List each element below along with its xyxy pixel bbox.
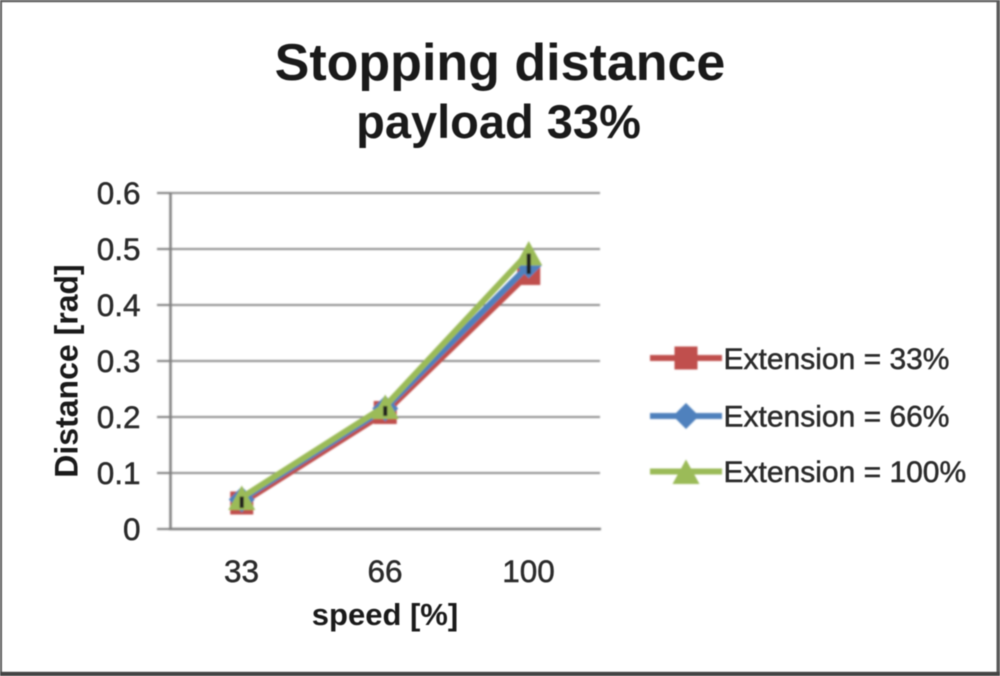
- svg-text:100: 100: [502, 553, 555, 589]
- svg-text:payload 33%: payload 33%: [356, 95, 641, 148]
- svg-text:Extension = 100%: Extension = 100%: [724, 456, 967, 489]
- svg-text:0: 0: [123, 511, 141, 547]
- svg-text:0.3: 0.3: [97, 343, 141, 379]
- svg-text:Extension = 66%: Extension = 66%: [724, 401, 950, 434]
- svg-text:Stopping distance: Stopping distance: [275, 34, 726, 92]
- svg-text:Distance [rad]: Distance [rad]: [49, 264, 85, 477]
- svg-text:Extension = 33%: Extension = 33%: [724, 343, 950, 376]
- svg-text:33: 33: [224, 553, 259, 589]
- svg-text:speed [%]: speed [%]: [312, 597, 458, 632]
- svg-text:0.1: 0.1: [97, 455, 141, 491]
- svg-text:0.2: 0.2: [97, 399, 141, 435]
- svg-text:0.6: 0.6: [97, 175, 141, 211]
- svg-text:0.5: 0.5: [97, 231, 141, 267]
- svg-text:0.4: 0.4: [97, 287, 141, 323]
- svg-text:66: 66: [367, 553, 402, 589]
